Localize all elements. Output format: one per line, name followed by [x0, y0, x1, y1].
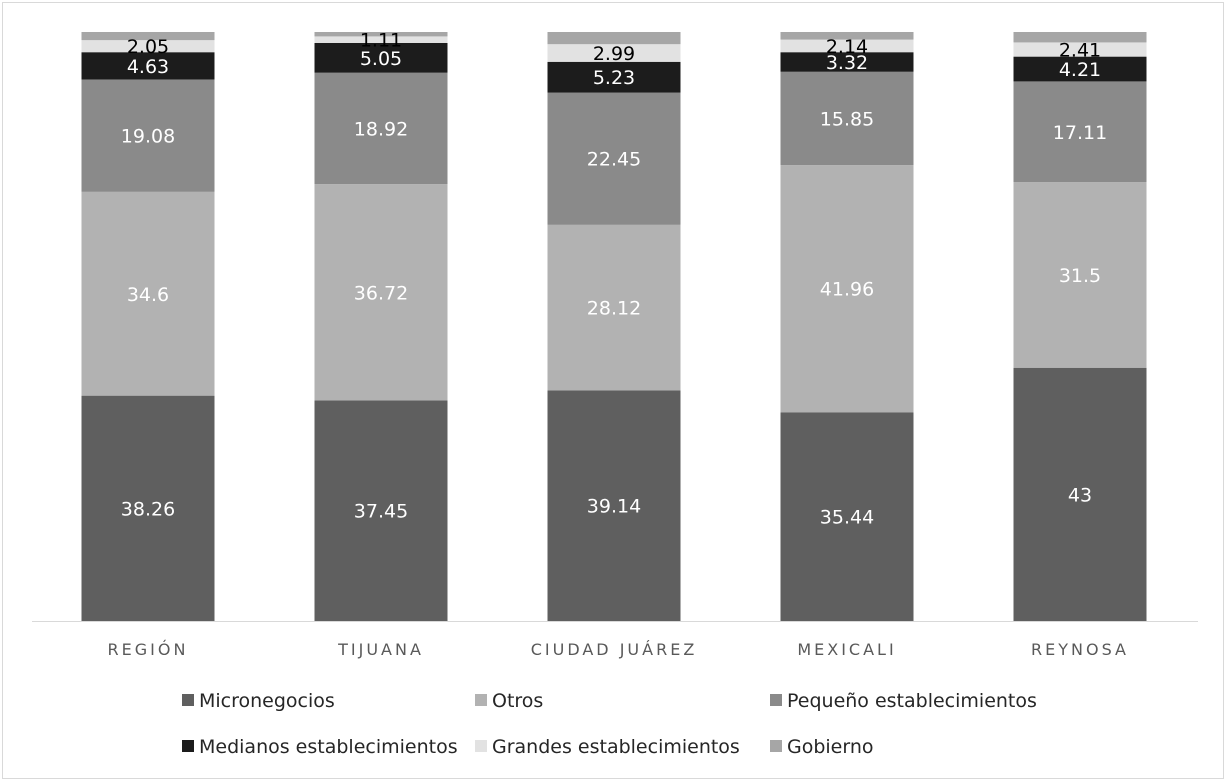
x-tick-label-tijuana: TIJUANA: [337, 640, 424, 659]
legend-label-pequeno-establecimientos: Pequeño establecimientos: [787, 690, 1037, 712]
value-label-reynosa-micronegocios: 43: [1068, 484, 1092, 506]
value-label-tijuana-grandes-establecimientos: 1.11: [360, 30, 402, 52]
value-label-mexicali-pequeno-establecimientos: 15.85: [820, 108, 874, 130]
legend-swatch-pequeno-establecimientos: [770, 694, 782, 706]
value-label-mexicali-micronegocios: 35.44: [820, 507, 874, 529]
value-label-ciudad-juarez-medianos-establecimientos: 5.23: [593, 67, 635, 89]
legend-label-otros: Otros: [492, 690, 543, 712]
value-label-reynosa-pequeno-establecimientos: 17.11: [1053, 122, 1107, 144]
bar-region-micronegocios: [81, 395, 215, 621]
value-label-region-pequeno-establecimientos: 19.08: [121, 126, 175, 148]
value-label-ciudad-juarez-pequeno-establecimientos: 22.45: [587, 149, 641, 171]
bar-reynosa-pequeno-establecimientos: [1013, 81, 1147, 183]
value-labels-group: 38.26 34.6 19.08 4.632.05 37.45 36.72 18.92 5.0…: [121, 30, 1107, 529]
legend: Micronegocios Otros Pequeño establecimient…: [182, 690, 1037, 758]
value-label-ciudad-juarez-grandes-establecimientos: 2.99: [593, 43, 635, 65]
legend-label-grandes-establecimientos: Grandes establecimientos: [492, 736, 740, 758]
bar-ciudad-juarez-pequeno-establecimientos: [547, 92, 681, 225]
bar-reynosa-micronegocios: [1013, 367, 1147, 621]
value-label-tijuana-otros: 36.72: [354, 282, 408, 304]
value-label-reynosa-otros: 31.5: [1059, 265, 1101, 287]
value-label-mexicali-grandes-establecimientos: 2.14: [826, 36, 868, 58]
bar-mexicali-grandes-establecimientos: [780, 39, 914, 53]
legend-label-medianos-establecimientos: Medianos establecimientos: [199, 736, 458, 758]
value-label-tijuana-medianos-establecimientos: 5.05: [360, 48, 402, 70]
value-label-region-otros: 34.6: [127, 284, 169, 306]
value-label-reynosa-grandes-establecimientos: 2.41: [1059, 40, 1101, 62]
bar-ciudad-juarez-otros: [547, 224, 681, 391]
x-tick-labels-group: REGIÓN TIJUANA CIUDAD JUÁREZ MEXICALI REYNOS…: [108, 640, 1129, 659]
bar-region-otros: [81, 191, 215, 396]
value-label-mexicali-otros: 41.96: [820, 279, 874, 301]
value-label-region-micronegocios: 38.26: [121, 498, 175, 520]
bar-region-gobierno: [81, 32, 215, 41]
value-label-tijuana-micronegocios: 37.45: [354, 501, 408, 523]
legend-swatch-gobierno: [770, 740, 782, 752]
bar-tijuana-grandes-establecimientos: [314, 36, 448, 43]
bar-tijuana-pequeno-establecimientos: [314, 72, 448, 185]
legend-swatch-otros: [475, 694, 487, 706]
bars-group: [81, 32, 1147, 621]
bar-tijuana-medianos-establecimientos: [314, 42, 448, 73]
value-label-ciudad-juarez-otros: 28.12: [587, 298, 641, 320]
value-label-tijuana-pequeno-establecimientos: 18.92: [354, 118, 408, 140]
x-tick-label-ciudad-juarez: CIUDAD JUÁREZ: [531, 640, 698, 659]
bar-mexicali-otros: [780, 165, 914, 413]
bar-region-pequeno-establecimientos: [81, 79, 215, 192]
bar-tijuana-gobierno: [314, 32, 448, 37]
bar-tijuana-otros: [314, 184, 448, 401]
bar-ciudad-juarez-gobierno: [547, 32, 681, 45]
value-label-reynosa-medianos-establecimientos: 4.21: [1059, 59, 1101, 81]
x-tick-label-region: REGIÓN: [108, 640, 189, 659]
value-label-mexicali-medianos-establecimientos: 3.32: [826, 52, 868, 74]
value-label-region-medianos-establecimientos: 4.63: [127, 56, 169, 78]
bar-ciudad-juarez-micronegocios: [547, 390, 681, 621]
bar-tijuana-micronegocios: [314, 400, 448, 621]
value-label-region-grandes-establecimientos: 2.05: [127, 36, 169, 58]
bar-reynosa-grandes-establecimientos: [1013, 42, 1147, 57]
bar-reynosa-gobierno: [1013, 32, 1147, 43]
bar-mexicali-pequeno-establecimientos: [780, 71, 914, 166]
legend-swatch-medianos-establecimientos: [182, 740, 194, 752]
bar-region-medianos-establecimientos: [81, 52, 215, 80]
x-tick-label-reynosa: REYNOSA: [1031, 640, 1129, 659]
bar-reynosa-medianos-establecimientos: [1013, 56, 1147, 82]
legend-swatch-grandes-establecimientos: [475, 740, 487, 752]
bar-ciudad-juarez-medianos-establecimientos: [547, 61, 681, 93]
value-label-ciudad-juarez-micronegocios: 39.14: [587, 496, 641, 518]
bar-ciudad-juarez-grandes-establecimientos: [547, 44, 681, 62]
bar-mexicali-medianos-establecimientos: [780, 52, 914, 72]
legend-swatch-micronegocios: [182, 694, 194, 706]
x-tick-label-mexicali: MEXICALI: [797, 640, 896, 659]
legend-label-micronegocios: Micronegocios: [199, 690, 335, 712]
bar-mexicali-gobierno: [780, 32, 914, 40]
bar-reynosa-otros: [1013, 182, 1147, 368]
legend-label-gobierno: Gobierno: [787, 736, 874, 758]
bar-mexicali-micronegocios: [780, 412, 914, 621]
bar-region-grandes-establecimientos: [81, 40, 215, 53]
